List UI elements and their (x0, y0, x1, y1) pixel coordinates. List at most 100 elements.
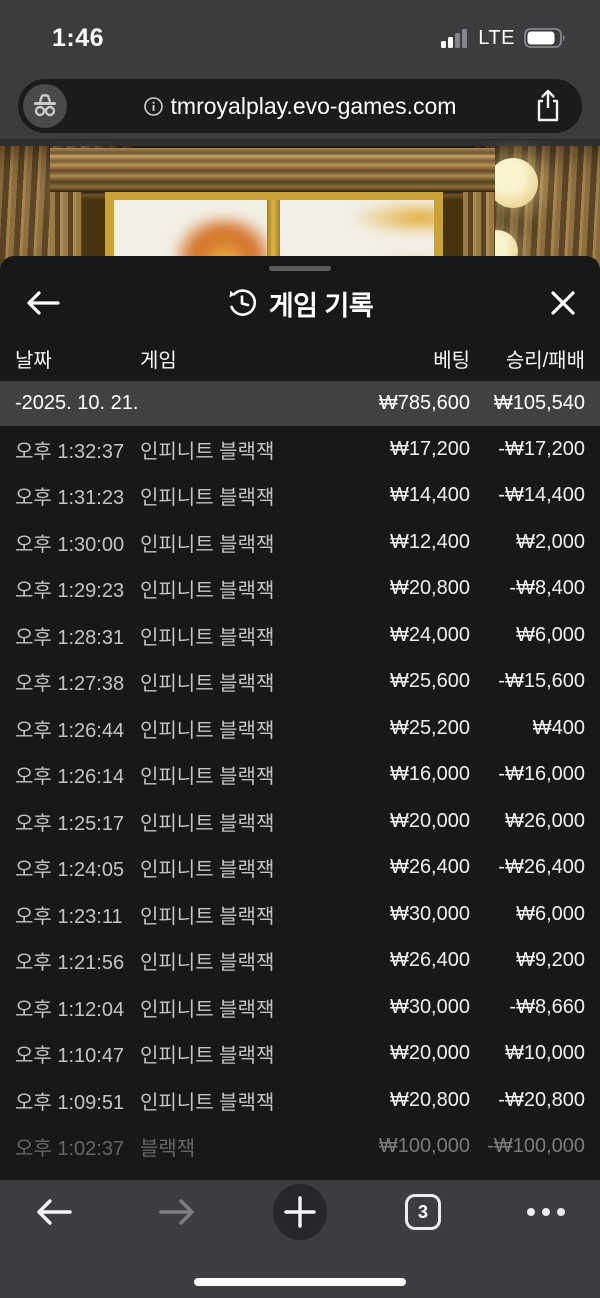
table-row[interactable]: 오후 1:32:37 인피니트 블랙잭 ₩17,200 -₩17,200 (0, 426, 600, 473)
back-button[interactable] (24, 289, 62, 317)
share-icon (537, 89, 559, 122)
row-game: 인피니트 블랙잭 (140, 952, 275, 975)
new-tab-button[interactable] (273, 1184, 327, 1240)
back-arrow-icon (37, 1199, 72, 1225)
nav-forward-button[interactable] (157, 1197, 197, 1227)
table-row[interactable]: 오후 1:30:00 인피니트 블랙잭 ₩12,400 ₩2,000 (0, 519, 600, 566)
row-bet: ₩100,000 (378, 1135, 470, 1158)
home-indicator[interactable] (194, 1278, 406, 1286)
tabs-button[interactable]: 3 (405, 1194, 441, 1230)
table-row[interactable]: 오후 1:24:05 인피니트 블랙잭 ₩26,400 -₩26,400 (0, 845, 600, 892)
row-win-loss: -₩26,400 (498, 856, 585, 879)
summary-bet-total: ₩785,600 (378, 392, 470, 414)
table-row[interactable]: 오후 1:21:56 인피니트 블랙잭 ₩26,400 ₩9,200 (0, 938, 600, 985)
row-game: 인피니트 블랙잭 (140, 812, 275, 835)
battery-icon (524, 28, 565, 48)
summary-row[interactable]: -2025. 10. 21. ₩785,600 ₩105,540 (0, 381, 600, 426)
row-time: 오후 1:02:37 (15, 1138, 125, 1161)
table-row[interactable]: 오후 1:09:51 인피니트 블랙잭 ₩20,800 -₩20,800 (0, 1077, 600, 1124)
row-game: 인피니트 블랙잭 (140, 580, 275, 603)
header-date: 날짜 (15, 349, 52, 372)
row-time: 오후 1:28:31 (15, 626, 125, 649)
row-time: 오후 1:23:11 (15, 905, 123, 928)
row-game: 인피니트 블랙잭 (140, 487, 275, 510)
forward-arrow-icon (159, 1199, 194, 1225)
history-rows: 오후 1:32:37 인피니트 블랙잭 ₩17,200 -₩17,200 오후 … (0, 426, 600, 1170)
row-win-loss: -₩20,800 (498, 1088, 585, 1111)
row-win-loss: ₩6,000 (516, 902, 585, 925)
close-icon (551, 291, 575, 315)
row-time: 오후 1:26:14 (15, 766, 125, 789)
row-time: 오후 1:24:05 (15, 859, 125, 882)
row-win-loss: -₩14,400 (498, 484, 585, 507)
tab-count-badge: 3 (417, 1201, 428, 1222)
row-bet: ₩25,600 (389, 670, 470, 693)
row-win-loss: -₩8,400 (509, 577, 585, 600)
row-win-loss: ₩6,000 (516, 623, 585, 646)
row-time: 오후 1:27:38 (15, 673, 125, 696)
ellipsis-icon (527, 1208, 535, 1216)
table-row[interactable]: 오후 1:26:14 인피니트 블랙잭 ₩16,000 -₩16,000 (0, 752, 600, 799)
row-bet: ₩30,000 (389, 902, 470, 925)
cellular-signal-icon (441, 28, 468, 48)
table-row[interactable]: 오후 1:12:04 인피니트 블랙잭 ₩30,000 -₩8,660 (0, 984, 600, 1031)
row-game: 인피니트 블랙잭 (140, 1045, 275, 1068)
sheet-header: 게임 기록 (0, 271, 600, 335)
row-bet: ₩26,400 (389, 949, 470, 972)
address-bar[interactable]: tmroyalplay.evo-games.com (18, 79, 582, 133)
row-win-loss: -₩100,000 (487, 1135, 585, 1158)
table-row[interactable]: 오후 1:29:23 인피니트 블랙잭 ₩20,800 -₩8,400 (0, 566, 600, 613)
row-game: 인피니트 블랙잭 (140, 673, 275, 696)
row-game: 인피니트 블랙잭 (140, 533, 275, 556)
row-time: 오후 1:32:37 (15, 440, 125, 463)
row-bet: ₩20,800 (389, 1088, 470, 1111)
row-game: 인피니트 블랙잭 (140, 626, 275, 649)
row-bet: ₩14,400 (389, 484, 470, 507)
summary-period: -2025. 10. 21. (15, 392, 139, 414)
row-game: 인피니트 블랙잭 (140, 719, 275, 742)
row-bet: ₩30,000 (389, 995, 470, 1018)
header-win-loss: 승리/패배 (505, 349, 585, 372)
row-bet: ₩20,000 (389, 809, 470, 832)
table-row[interactable]: 오후 1:26:44 인피니트 블랙잭 ₩25,200 ₩400 (0, 705, 600, 752)
game-history-sheet: 게임 기록 날짜 게임 베팅 승리/패배 -2025. 10. 21. ₩785… (0, 256, 600, 1298)
close-button[interactable] (550, 290, 576, 316)
sheet-grab-handle[interactable] (269, 266, 331, 271)
row-bet: ₩16,000 (389, 763, 470, 786)
row-game: 인피니트 블랙잭 (140, 905, 275, 928)
row-game: 인피니트 블랙잭 (140, 1091, 275, 1114)
table-row[interactable]: 오후 1:27:38 인피니트 블랙잭 ₩25,600 -₩15,600 (0, 659, 600, 706)
row-time: 오후 1:25:17 (15, 812, 125, 835)
table-row[interactable]: 오후 1:02:37 블랙잭 ₩100,000 -₩100,000 (0, 1124, 600, 1171)
row-bet: ₩12,400 (389, 530, 470, 553)
table-row[interactable]: 오후 1:23:11 인피니트 블랙잭 ₩30,000 ₩6,000 (0, 891, 600, 938)
row-game: 인피니트 블랙잭 (140, 766, 275, 789)
more-options-button[interactable] (527, 1208, 565, 1216)
table-row[interactable]: 오후 1:28:31 인피니트 블랙잭 ₩24,000 ₩6,000 (0, 612, 600, 659)
row-time: 오후 1:31:23 (15, 487, 125, 510)
table-row[interactable]: 오후 1:25:17 인피니트 블랙잭 ₩20,000 ₩26,000 (0, 798, 600, 845)
row-win-loss: ₩9,200 (516, 949, 585, 972)
ellipsis-icon (542, 1208, 550, 1216)
url-text: tmroyalplay.evo-games.com (170, 92, 457, 119)
row-bet: ₩20,800 (389, 577, 470, 600)
row-win-loss: ₩2,000 (516, 530, 585, 553)
row-time: 오후 1:26:44 (15, 719, 125, 742)
row-game: 블랙잭 (140, 1138, 196, 1161)
sheet-title: 게임 기록 (268, 290, 374, 321)
screen-blob (354, 202, 434, 234)
table-row[interactable]: 오후 1:31:23 인피니트 블랙잭 ₩14,400 -₩14,400 (0, 473, 600, 520)
row-win-loss: -₩16,000 (498, 763, 585, 786)
row-bet: ₩20,000 (389, 1042, 470, 1065)
private-browsing-button[interactable] (23, 84, 67, 128)
address-bar-row: tmroyalplay.evo-games.com (0, 70, 600, 140)
row-time: 오후 1:30:00 (15, 533, 125, 556)
row-time: 오후 1:10:47 (15, 1045, 125, 1068)
back-arrow-icon (27, 291, 60, 315)
share-button[interactable] (530, 88, 566, 124)
nav-back-button[interactable] (34, 1197, 74, 1227)
table-row[interactable]: 오후 1:10:47 인피니트 블랙잭 ₩20,000 ₩10,000 (0, 1031, 600, 1078)
info-icon (143, 96, 163, 116)
status-time: 1:46 (52, 23, 105, 52)
